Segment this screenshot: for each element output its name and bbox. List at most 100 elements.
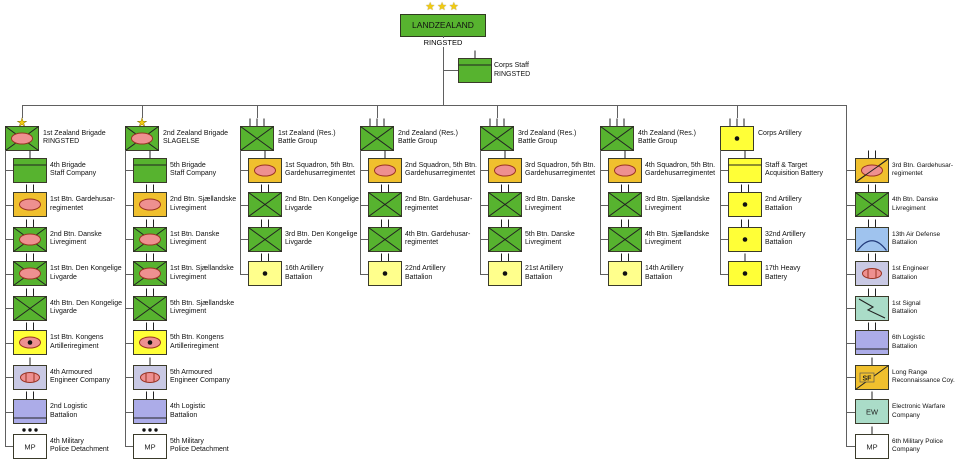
connector-line bbox=[846, 342, 855, 344]
connector-line bbox=[125, 204, 133, 206]
unit-recon bbox=[133, 183, 167, 217]
svg-text:MP: MP bbox=[144, 442, 155, 451]
unit-inf bbox=[608, 218, 642, 252]
recon-symbol bbox=[488, 150, 522, 183]
unit-staff bbox=[458, 49, 492, 83]
unit-arty bbox=[728, 183, 762, 217]
unit-mp: MP bbox=[855, 425, 889, 459]
connector-line bbox=[5, 273, 13, 275]
inf-symbol bbox=[608, 184, 642, 217]
unit-label: 5th Btn. Sjællandske Livregiment bbox=[170, 299, 235, 316]
unit-label: 6th Logistic Battalion bbox=[892, 334, 925, 350]
unit-inf bbox=[360, 117, 394, 151]
unit-mech: ★ bbox=[5, 115, 39, 151]
inf-symbol bbox=[13, 288, 47, 321]
connector-line bbox=[846, 273, 855, 275]
unit-mech bbox=[13, 218, 47, 252]
connector-line bbox=[240, 150, 241, 274]
unit-label: 6th Military Police Company bbox=[892, 437, 943, 454]
svg-text:EW: EW bbox=[866, 408, 879, 417]
unit-arty bbox=[720, 117, 754, 151]
inf-symbol bbox=[368, 184, 402, 217]
unit-inf bbox=[855, 183, 889, 217]
connector-line bbox=[480, 170, 488, 171]
eng-symbol bbox=[855, 253, 889, 286]
unit-sf: SF bbox=[855, 356, 889, 390]
connector-line bbox=[480, 273, 488, 275]
connector-line bbox=[240, 273, 248, 275]
unit-label: 1st Btn. Den Kongelige Livgarde bbox=[50, 265, 122, 281]
unit-label: 1st Btn. Gardehusar-regimentet bbox=[50, 196, 115, 212]
unit-sp_arty bbox=[133, 321, 167, 355]
inf-symbol bbox=[608, 219, 642, 252]
connector-line bbox=[846, 308, 855, 309]
connector-line bbox=[377, 105, 378, 118]
unit-label: Long Range Reconnaissance Coy. bbox=[892, 368, 955, 385]
connector-line bbox=[240, 204, 248, 206]
corps-stars-icon: ★★★ bbox=[425, 1, 461, 13]
unit-label: 5th Armoured Engineer Company bbox=[170, 368, 230, 385]
unit-label: 2nd Btn. Gardehusar-regimentet bbox=[405, 196, 473, 212]
arty_pale-symbol bbox=[248, 253, 282, 286]
unit-label: 3rd Btn. Gardehusar-regimentet bbox=[892, 161, 954, 178]
inf-symbol bbox=[368, 219, 402, 252]
svg-text:SF: SF bbox=[863, 375, 873, 382]
unit-label: 4th Btn. Danske Livregiment bbox=[892, 196, 939, 212]
unit-label: 1st Btn. Kongens Artilleriregiment bbox=[50, 334, 104, 350]
unit-staff bbox=[133, 149, 167, 183]
connector-line bbox=[22, 105, 23, 118]
recon_slash-symbol bbox=[855, 150, 889, 183]
inf-symbol bbox=[600, 118, 634, 151]
svg-text:★: ★ bbox=[17, 117, 28, 130]
connector-line bbox=[846, 377, 855, 378]
connector-line bbox=[846, 204, 855, 206]
inf-symbol bbox=[480, 118, 514, 151]
connector-line bbox=[480, 204, 488, 206]
unit-log bbox=[13, 390, 47, 424]
unit-label: 3rd Btn. Sjællandske Livregiment bbox=[645, 196, 710, 212]
inf-symbol bbox=[488, 184, 522, 217]
mp-symbol: MP bbox=[133, 427, 167, 459]
unit-mp: MP bbox=[133, 425, 167, 459]
unit-label: 1st Zealand Brigade RINGSTED bbox=[43, 129, 106, 146]
ew-symbol: EW bbox=[855, 391, 889, 424]
connector-line bbox=[5, 342, 13, 344]
svg-text:MP: MP bbox=[24, 442, 35, 451]
connector-line bbox=[720, 204, 728, 206]
unit-inf bbox=[248, 218, 282, 252]
unit-label: 2nd Btn. Den Kongelige Livgarde bbox=[285, 196, 359, 212]
unit-mech bbox=[13, 252, 47, 286]
mech-symbol bbox=[133, 253, 167, 286]
connector-line bbox=[360, 239, 368, 240]
unit-label: 5th Btn. Kongens Artilleriregiment bbox=[170, 334, 224, 350]
connector-line bbox=[240, 170, 248, 171]
connector-line bbox=[125, 411, 133, 413]
mech-symbol bbox=[133, 219, 167, 252]
inf-symbol bbox=[488, 219, 522, 252]
connector-line bbox=[125, 273, 133, 275]
unit-label: 13th Air Defense Battalion bbox=[892, 230, 941, 247]
unit-recon bbox=[608, 149, 642, 183]
connector-line bbox=[22, 105, 847, 106]
connector-line bbox=[846, 170, 855, 171]
mech-symbol: ★ bbox=[125, 115, 159, 151]
unit-arty bbox=[728, 218, 762, 252]
connector-line bbox=[600, 170, 608, 171]
connector-line bbox=[125, 446, 133, 447]
unit-eng bbox=[855, 252, 889, 286]
arty_pale-symbol bbox=[608, 253, 642, 286]
connector-line bbox=[600, 239, 608, 240]
arty_pale-symbol bbox=[488, 253, 522, 286]
unit-label: 2nd Btn. Danske Livregiment bbox=[50, 230, 102, 247]
arty-symbol bbox=[728, 184, 762, 217]
recon-symbol bbox=[248, 150, 282, 183]
unit-log bbox=[855, 321, 889, 355]
inf-symbol bbox=[248, 184, 282, 217]
arty-symbol bbox=[720, 118, 754, 151]
arty-symbol bbox=[728, 253, 762, 286]
unit-inf bbox=[248, 183, 282, 217]
unit-label: 2nd Squadron, 5th Btn. Gardehusarregiment… bbox=[405, 161, 477, 178]
unit-label: 1st Zealand (Res.) Battle Group bbox=[278, 129, 336, 146]
log-symbol bbox=[855, 322, 889, 355]
connector-line bbox=[125, 377, 133, 378]
